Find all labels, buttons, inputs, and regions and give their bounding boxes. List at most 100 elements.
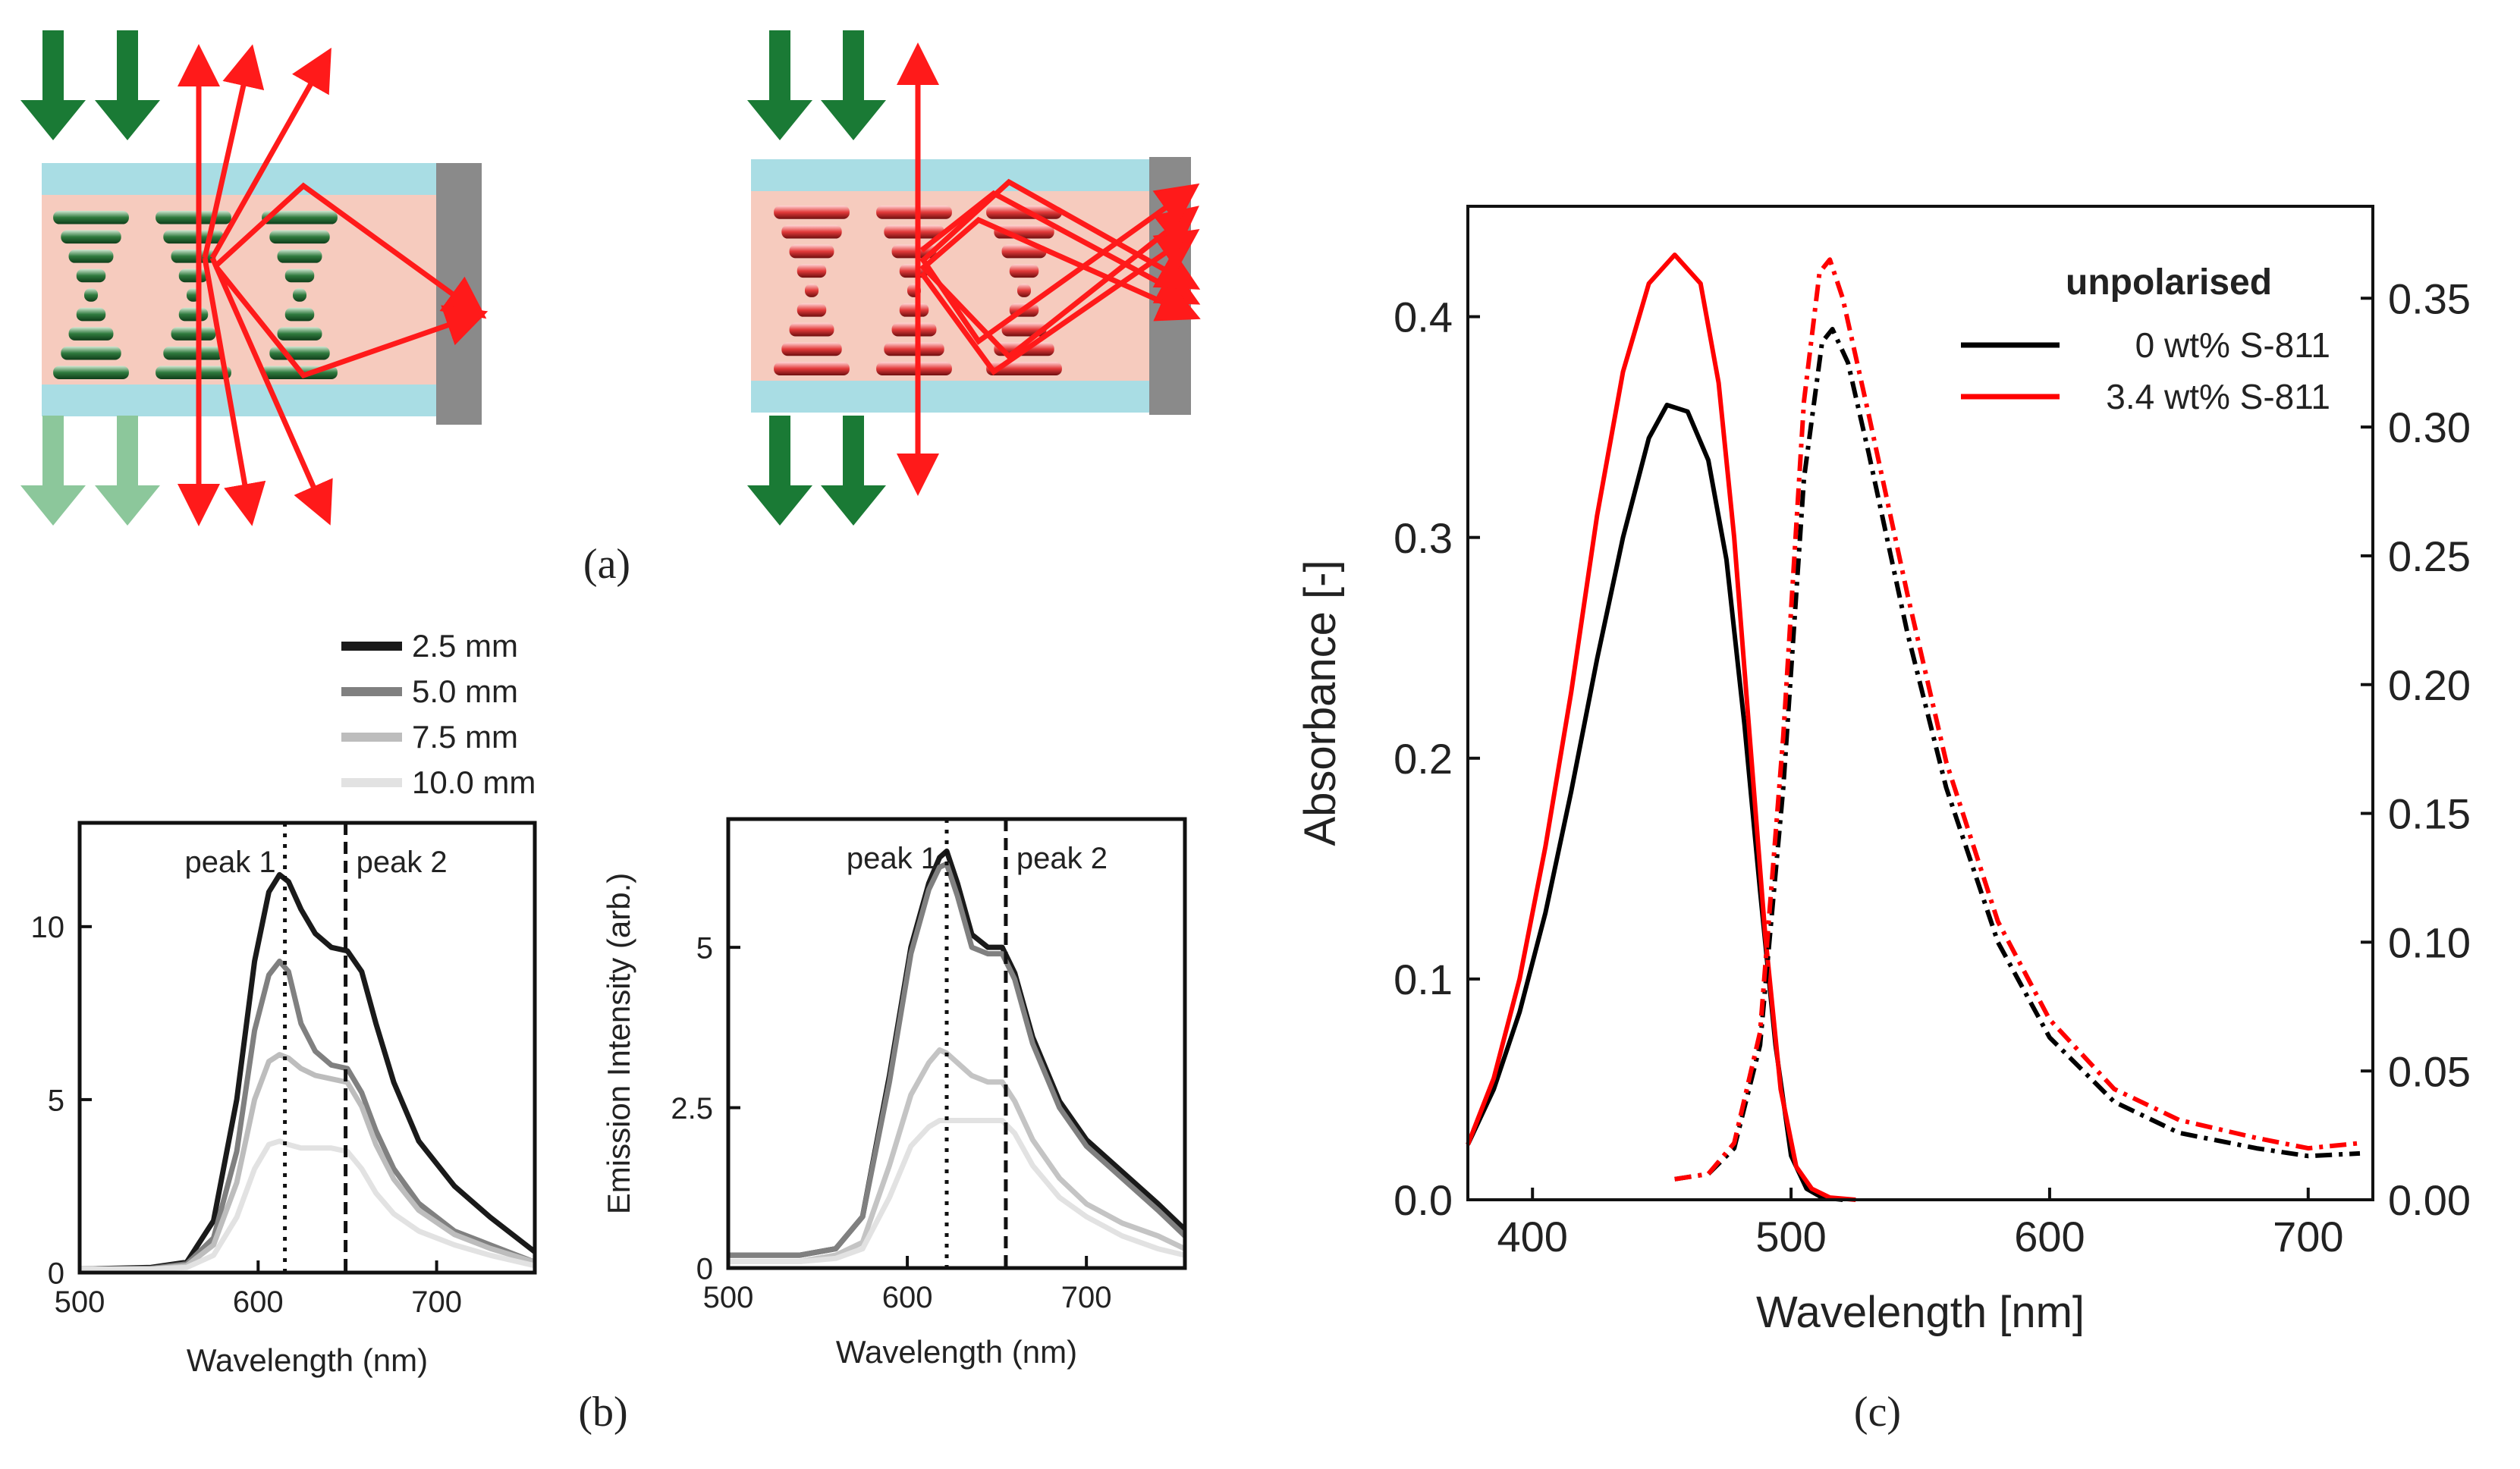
y-tick-label: 5	[696, 932, 713, 965]
y2-tick-label: 0.25	[2388, 532, 2471, 580]
legend-label: 0 wt% S-811	[2135, 325, 2330, 365]
series-line	[1466, 403, 1843, 1202]
y2-tick-label: 0.20	[2388, 661, 2471, 709]
helix-stripe	[156, 366, 231, 379]
bottom-glass	[42, 385, 436, 416]
y-tick-label: 0.1	[1394, 956, 1453, 1003]
helix-stripe	[805, 284, 819, 297]
helix-stripe	[293, 288, 306, 302]
helix-stripe	[178, 307, 209, 322]
helix-stripe	[797, 303, 827, 317]
helix-stripe	[876, 362, 952, 375]
helix-stripe	[277, 250, 322, 263]
y2-tick-label: 0.05	[2388, 1047, 2471, 1095]
series-line	[728, 848, 1187, 1258]
helix-stripe	[781, 342, 842, 356]
helix-stripe	[53, 211, 129, 224]
peak-label: peak 1	[184, 846, 275, 879]
series-line	[728, 861, 1187, 1258]
helix-stripe	[899, 303, 929, 317]
x-tick-label: 500	[703, 1281, 754, 1314]
series-line	[79, 959, 536, 1272]
legend-label: 10.0 mm	[412, 764, 536, 800]
y-tick-label: 10	[31, 911, 65, 944]
helix-stripe	[1009, 264, 1039, 278]
legend: 2.5 mm 5.0 mm 7.5 mm 10.0 mm	[341, 628, 536, 800]
x-axis-label: Wavelength (nm)	[187, 1342, 428, 1378]
peak-label: peak 2	[1016, 842, 1108, 875]
top-glass	[42, 163, 436, 195]
helix-stripe	[262, 211, 338, 224]
y-tick-label: 0.3	[1394, 514, 1453, 562]
helix-stripe	[61, 230, 121, 244]
series-line	[1674, 257, 2361, 1182]
helix-stripe	[1017, 284, 1031, 297]
plot-frame	[726, 817, 1187, 1270]
helix-stripe	[76, 307, 106, 322]
legend: unpolarised 0 wt% S-811 3.4 wt% S-811	[1961, 262, 2330, 416]
x-tick-label: 600	[2014, 1213, 2085, 1260]
helix-stripe	[884, 224, 944, 239]
helix-stripe	[171, 327, 216, 341]
x-tick-label: 400	[1497, 1213, 1567, 1260]
helix-stripe	[284, 307, 315, 322]
x-tick-label: 700	[2273, 1213, 2343, 1260]
legend-title: unpolarised	[2066, 262, 2272, 303]
helix-stripe	[163, 346, 224, 360]
legend-label: 2.5 mm	[412, 628, 518, 664]
red-emission-arrows	[178, 44, 489, 526]
side-mirror	[436, 163, 482, 425]
peak-label: peak 1	[847, 842, 938, 875]
y-tick-label: 0	[48, 1257, 64, 1290]
helix-stripe	[269, 230, 330, 244]
y-tick-label: 0.4	[1394, 293, 1453, 341]
series-line	[1466, 253, 1856, 1202]
y2-tick-label: 0.30	[2388, 403, 2471, 451]
helix-stripes-green	[53, 211, 338, 379]
helix-stripe	[876, 206, 952, 219]
helix-stripe	[61, 346, 121, 360]
y2-tick-label: 0.00	[2388, 1176, 2471, 1224]
series-line	[80, 1052, 536, 1272]
helix-stripe	[76, 268, 106, 283]
helix-stripe	[178, 268, 209, 283]
right-device	[747, 30, 1201, 526]
panel-a-schematic: (a)	[20, 30, 1201, 588]
y-tick-label: 5	[48, 1084, 64, 1117]
helix-stripe	[789, 322, 834, 337]
y-tick-label: 0.2	[1394, 735, 1453, 783]
series-line	[1674, 327, 2361, 1182]
helix-stripe	[163, 230, 224, 244]
panel-label-a: (a)	[583, 541, 630, 588]
y2-tick-label: 0.35	[2388, 275, 2471, 322]
peak-label: peak 2	[357, 846, 448, 879]
x-axis-label: Wavelength (nm)	[836, 1334, 1077, 1370]
plot-frame	[77, 821, 537, 1275]
x-tick-label: 500	[1755, 1213, 1826, 1260]
y2-tick-label: 0.15	[2388, 790, 2471, 838]
y-axis-label: Absorbance [-]	[1296, 560, 1345, 846]
x-tick-label: 600	[233, 1285, 284, 1319]
helix-stripe	[171, 250, 216, 263]
series-line	[728, 1118, 1186, 1264]
helix-stripe	[884, 342, 944, 356]
y-tick-label: 2.5	[671, 1092, 713, 1125]
helix-stripe	[68, 327, 114, 341]
chart-b-right: peak 1 peak 2 500 600 700 0 2.5 5 Wavelength (nm…	[601, 817, 1187, 1370]
helix-stripe	[156, 211, 231, 224]
series-line	[728, 1047, 1186, 1264]
helix-stripe	[891, 322, 937, 337]
helix-stripe	[774, 206, 850, 219]
panel-label-c: (c)	[1854, 1389, 1901, 1436]
y-axis-label: Emission Intensity (arb.)	[601, 873, 636, 1214]
helix-stripe	[774, 362, 850, 375]
left-device	[20, 30, 489, 526]
helix-stripe	[797, 264, 827, 278]
series-line	[80, 1138, 536, 1272]
panel-label-b: (b)	[578, 1389, 627, 1436]
legend-label: 5.0 mm	[412, 673, 518, 709]
y-tick-label: 0	[696, 1252, 713, 1285]
top-glass	[751, 159, 1149, 191]
series-line	[79, 871, 537, 1272]
